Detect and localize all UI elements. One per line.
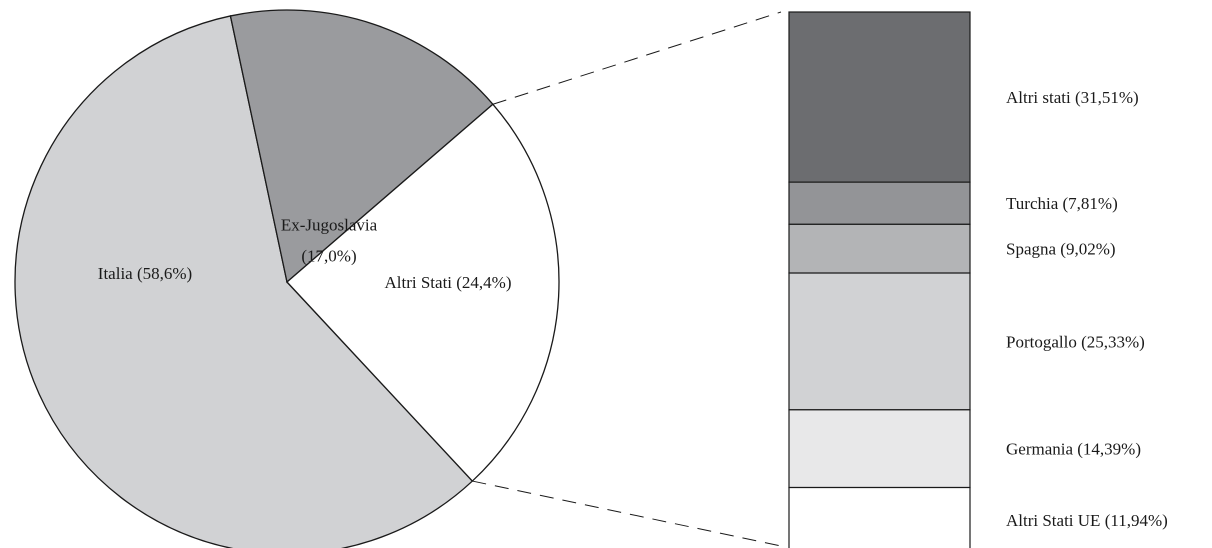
bar-label-altri-stati-ue-11-94: Altri Stati UE (11,94%) bbox=[1006, 511, 1168, 530]
bar-label-turchia-7-81: Turchia (7,81%) bbox=[1006, 194, 1118, 213]
bar-segment-turchia-7-81 bbox=[788, 181, 971, 225]
bar-segment-spagna-9-02 bbox=[788, 223, 971, 274]
bar-segment-altri-stati-ue-11-94 bbox=[788, 486, 971, 548]
bar-segment-portogallo-25-33 bbox=[788, 272, 971, 411]
bar-labels: Altri stati (31,51%) Turchia (7,81%) Spagn… bbox=[1006, 88, 1168, 530]
bar-label-portogallo-25-33: Portogallo (25,33%) bbox=[1006, 332, 1145, 351]
bar-label-spagna-9-02: Spagna (9,02%) bbox=[1006, 240, 1116, 259]
pie-slice-ex-jugoslavia bbox=[229, 9, 494, 284]
pie-slice-altri-stati-24-4 bbox=[286, 103, 560, 482]
connector-line-bottom bbox=[472, 480, 782, 547]
pie-label-altri-stati-24-4: Altri Stati (24,4%) bbox=[384, 273, 511, 292]
pie-chart: Italia (58,6%) Ex-Jugoslavia (17,0%) Altri … bbox=[14, 9, 560, 548]
pie-label-ex-jugoslavia: Ex-Jugoslavia (17,0%) bbox=[281, 216, 378, 266]
bar-segment-germania-14-39 bbox=[788, 409, 971, 489]
stacked-bar-chart bbox=[788, 11, 971, 548]
pie-label-italia-58-6: Italia (58,6%) bbox=[98, 264, 192, 283]
connector-lines bbox=[472, 11, 782, 547]
bar-label-altri-stati-31-51: Altri stati (31,51%) bbox=[1006, 88, 1139, 107]
bar-segment-altri-stati-31-51 bbox=[788, 11, 971, 183]
bar-label-germania-14-39: Germania (14,39%) bbox=[1006, 440, 1141, 459]
connector-line-top bbox=[492, 11, 782, 105]
pie-slice-italia-58-6 bbox=[14, 15, 474, 548]
